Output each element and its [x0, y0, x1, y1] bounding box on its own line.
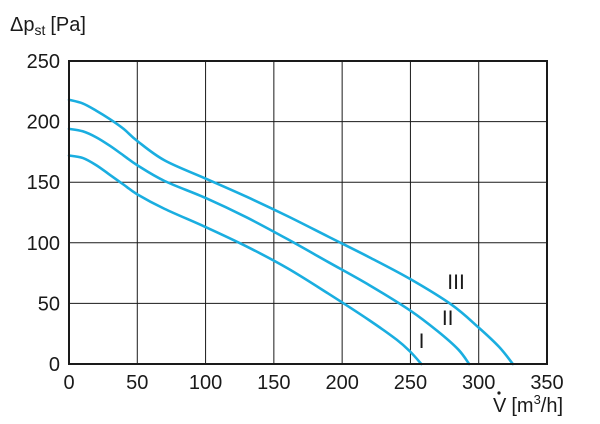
y-tick-label: 200 — [27, 112, 60, 134]
curve-iii — [67, 98, 515, 366]
x-tick-label: 350 — [530, 372, 563, 394]
x-axis-unit: [m — [511, 395, 533, 417]
x-tick-label: 250 — [394, 372, 427, 394]
y-tick-label: 250 — [27, 51, 60, 73]
y-tick-label: 100 — [27, 233, 60, 255]
x-tick-label: 100 — [189, 372, 222, 394]
y-tick-label: 50 — [38, 293, 60, 315]
x-tick-label: 200 — [325, 372, 358, 394]
x-tick-labels: 0 50 100 150 200 250 300 350 — [63, 372, 563, 394]
x-tick-label: 300 — [462, 372, 495, 394]
chart-curves — [67, 98, 515, 366]
plot-frame — [68, 60, 548, 365]
y-axis-subscript: st — [34, 22, 45, 38]
x-tick-label: 50 — [126, 372, 148, 394]
y-axis-unit: [Pa] — [50, 14, 86, 36]
y-tick-label: 150 — [27, 172, 60, 194]
y-axis-symbol: Δp — [10, 14, 34, 36]
x-axis-symbol: V — [493, 395, 507, 417]
y-tick-label: 0 — [49, 354, 60, 376]
x-axis-title: V [m3/h] — [493, 391, 563, 417]
curve-label-iii: III — [447, 271, 465, 294]
svg-text:V[m3/h]: V [m3/h] — [493, 392, 563, 417]
y-tick-labels: 0 50 100 150 200 250 — [27, 51, 60, 376]
chart-grid — [68, 60, 548, 365]
curve-label-ii: II — [442, 307, 454, 330]
x-tick-label: 0 — [63, 372, 74, 394]
flow-dot-accent — [497, 391, 501, 395]
x-tick-label: 150 — [257, 372, 290, 394]
curve-ii — [67, 127, 471, 366]
x-axis-unit-end: /h] — [541, 395, 563, 417]
y-axis-title: Δpst [Pa] — [10, 14, 86, 38]
curve-i — [67, 154, 423, 366]
curve-label-i: I — [419, 330, 425, 353]
x-axis-unit-superscript: 3 — [534, 392, 541, 407]
